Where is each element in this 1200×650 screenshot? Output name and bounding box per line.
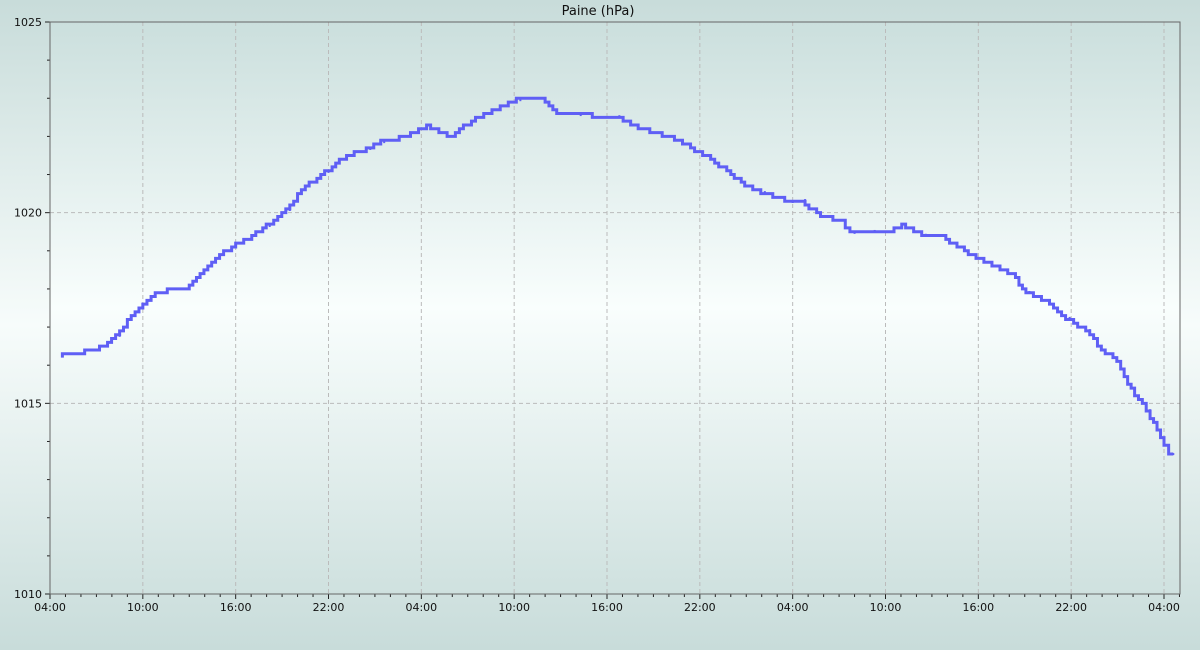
x-tick-label: 16:00 (220, 601, 252, 614)
data-point (1172, 453, 1175, 456)
x-tick-label: 10:00 (498, 601, 530, 614)
data-point (618, 115, 621, 118)
x-tick-label: 04:00 (1148, 601, 1180, 614)
data-point (174, 287, 177, 290)
y-tick-label: 1025 (14, 16, 42, 29)
grid (50, 22, 1180, 594)
data-point (544, 97, 547, 100)
plot-area (50, 22, 1180, 594)
data-point (288, 208, 291, 211)
data-point (559, 112, 562, 115)
data-point (873, 229, 876, 232)
data-point (644, 127, 647, 130)
data-point (154, 294, 157, 297)
data-point (1068, 316, 1071, 319)
data-point (98, 348, 101, 351)
x-tick-label: 10:00 (870, 601, 902, 614)
data-point (1133, 388, 1136, 391)
x-tick-label: 22:00 (313, 601, 345, 614)
plot-frame (49, 21, 1181, 595)
data-point (118, 334, 121, 337)
data-point (369, 147, 372, 150)
data-point (327, 170, 330, 173)
data-point (924, 233, 927, 236)
y-tick-label: 1020 (14, 207, 42, 220)
data-point (499, 108, 502, 111)
y-tick-label: 1015 (14, 397, 42, 410)
data-point (519, 99, 522, 102)
data-point (689, 144, 692, 147)
data-point (383, 141, 386, 144)
data-point (904, 223, 907, 226)
series-line-group (60, 96, 1175, 456)
data-point (474, 119, 477, 122)
data-point (963, 247, 966, 250)
y-tick-label: 1010 (14, 588, 42, 601)
data-point (214, 261, 217, 264)
data-point (889, 230, 892, 233)
data-point (188, 287, 191, 290)
data-point (669, 135, 672, 138)
data-point (819, 213, 822, 216)
x-tick-label: 22:00 (1055, 601, 1087, 614)
data-point (1048, 299, 1051, 302)
data-point (1014, 273, 1017, 276)
data-point (853, 231, 856, 234)
data-point (579, 114, 582, 117)
data-point (141, 307, 144, 309)
data-point (1104, 348, 1107, 351)
data-point (978, 257, 981, 260)
data-point (349, 154, 352, 157)
data-point (1163, 436, 1165, 439)
data-point (804, 199, 807, 202)
x-tick-label: 04:00 (405, 601, 437, 614)
data-point (454, 135, 457, 138)
data-point (1149, 409, 1152, 412)
x-tick-label: 16:00 (591, 601, 623, 614)
data-point (709, 155, 712, 158)
x-tick-label: 04:00 (34, 601, 66, 614)
data-point (791, 200, 794, 203)
axes: 04:00 10:00 16:00 22:00 04:00 10:00 16:00 22:00… (14, 16, 1181, 614)
data-point (61, 355, 64, 358)
data-point (134, 314, 137, 317)
x-tick-label: 04:00 (777, 601, 809, 614)
data-point (268, 225, 271, 228)
data-point (998, 265, 1001, 268)
data-point (844, 221, 847, 224)
data-point (304, 188, 307, 191)
x-tick-label: 16:00 (962, 601, 994, 614)
data-point (944, 236, 947, 239)
data-point (1028, 290, 1031, 293)
data-point (409, 135, 412, 138)
data-point (763, 191, 766, 194)
data-point (743, 181, 746, 184)
data-point (729, 169, 732, 172)
chart-title: Paine (hPa) (562, 4, 635, 19)
data-point (1088, 329, 1091, 332)
data-point (234, 244, 237, 247)
data-point (1119, 360, 1122, 363)
x-tick-label: 22:00 (684, 601, 716, 614)
data-point (429, 125, 432, 128)
x-tick-label: 10:00 (127, 601, 159, 614)
data-point (254, 234, 257, 237)
data-point (199, 276, 202, 279)
